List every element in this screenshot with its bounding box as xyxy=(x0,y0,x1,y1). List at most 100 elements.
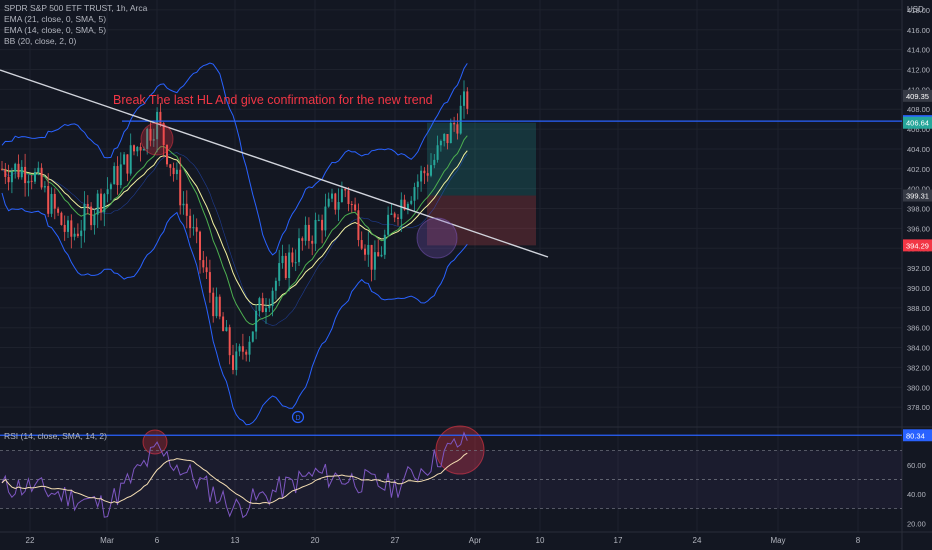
candle-body xyxy=(86,203,89,207)
candle-body xyxy=(430,165,432,176)
candle-body xyxy=(166,145,168,165)
candle-body xyxy=(337,202,340,210)
candle-body xyxy=(255,310,258,332)
time-tick-label: 27 xyxy=(391,536,400,545)
bb-lower-band xyxy=(1,192,468,426)
candle-body xyxy=(449,123,452,144)
price-tick-label: 392.00 xyxy=(907,264,930,273)
candle-body xyxy=(261,298,264,313)
candle-body xyxy=(456,124,459,134)
rsi-tick-label: 60.00 xyxy=(907,461,926,470)
candle-body xyxy=(347,190,350,205)
price-tag xyxy=(903,89,932,102)
candle-body xyxy=(354,204,357,211)
candle-body xyxy=(126,154,129,174)
candle-body xyxy=(119,164,122,186)
candle-body xyxy=(406,203,409,210)
candle-body xyxy=(24,166,27,184)
candle-body xyxy=(205,267,208,273)
time-tick-label: 17 xyxy=(614,536,623,545)
highlight-circle-rsi-high[interactable] xyxy=(142,429,168,455)
time-axis-ticks: 22 Mar 6 13 20 27 Apr 10 17 24 May 8 xyxy=(26,536,861,545)
candle-body xyxy=(284,255,287,279)
highlight-circle-rsi-current[interactable] xyxy=(435,425,485,475)
candle-body xyxy=(298,238,300,263)
highlight-circle-price-high[interactable] xyxy=(140,122,174,156)
candle-body xyxy=(350,204,353,206)
time-tick-label: Apr xyxy=(469,536,482,545)
highlight-circle-price-low[interactable] xyxy=(416,217,458,259)
candle-body xyxy=(113,166,116,185)
candle-body xyxy=(222,316,225,332)
candle-body xyxy=(403,199,406,210)
candle-body xyxy=(377,252,380,257)
candle-body xyxy=(142,148,145,151)
candle-body xyxy=(466,91,469,109)
candle-body xyxy=(90,206,93,226)
candle-body xyxy=(433,159,436,166)
candle-body xyxy=(182,203,185,206)
candle-body xyxy=(100,193,102,213)
candle-body xyxy=(20,166,23,178)
candle-body xyxy=(43,186,46,188)
candle-body xyxy=(274,280,277,291)
bb-basis xyxy=(1,152,468,326)
time-tick-label: 20 xyxy=(311,536,320,545)
candle-body xyxy=(179,169,182,206)
candle-body xyxy=(390,213,393,215)
rsi-tag-label: 80.34 xyxy=(906,431,925,440)
candle-body xyxy=(159,111,162,124)
price-tick-label: 404.00 xyxy=(907,145,930,154)
candlestick-series xyxy=(1,80,469,376)
long-position-box[interactable] xyxy=(427,122,536,246)
candle-body xyxy=(281,255,284,264)
price-tick-label: 412.00 xyxy=(907,66,930,75)
time-tick-label: 10 xyxy=(536,536,545,545)
candle-body xyxy=(30,180,33,182)
candle-body xyxy=(373,252,376,270)
price-tick-label: 416.00 xyxy=(907,26,930,35)
candle-body xyxy=(268,306,271,309)
candle-body xyxy=(83,203,86,231)
candle-body xyxy=(1,168,3,170)
candle-body xyxy=(63,224,66,232)
candle-body xyxy=(383,234,386,255)
candle-body xyxy=(139,146,142,151)
candle-body xyxy=(156,111,159,140)
candle-body xyxy=(218,296,221,317)
trendline[interactable] xyxy=(0,69,549,258)
candle-body xyxy=(34,172,36,182)
candle-body xyxy=(311,240,314,244)
candle-body xyxy=(334,193,337,210)
candle-body xyxy=(459,105,462,134)
indicator-ema-21[interactable]: EMA (21, close, 0, SMA, 5) xyxy=(4,14,107,24)
candle-body xyxy=(304,224,307,241)
dividend-icon[interactable] xyxy=(291,410,305,424)
candle-body xyxy=(291,252,294,263)
candle-body xyxy=(387,214,390,235)
indicator-ema-14[interactable]: EMA (14, close, 0, SMA, 5) xyxy=(4,25,107,35)
symbol-title[interactable]: SPDR S&P 500 ETF TRUST, 1h, Arca xyxy=(4,3,148,13)
indicator-bb[interactable]: BB (20, close, 2, 0) xyxy=(4,36,77,46)
candle-body xyxy=(14,163,17,172)
candle-body xyxy=(436,145,439,160)
candle-body xyxy=(364,248,366,255)
candle-body xyxy=(380,254,383,257)
price-tick-label: 406.00 xyxy=(907,125,930,134)
rsi-legend[interactable]: RSI (14, close, SMA, 14, 2) xyxy=(4,431,107,441)
candle-body xyxy=(136,146,139,152)
annotation-text[interactable]: Break The last HL And give confirmation … xyxy=(113,93,433,107)
candle-body xyxy=(317,219,320,221)
candle-body xyxy=(439,140,442,146)
time-tick-label: 8 xyxy=(856,536,861,545)
candle-body xyxy=(50,193,53,214)
candle-body xyxy=(37,167,40,173)
currency-label: USD xyxy=(907,5,924,14)
price-tick-label: 382.00 xyxy=(907,363,930,372)
candle-body xyxy=(80,230,83,237)
price-tag-label: 399.31 xyxy=(906,192,929,201)
candle-body xyxy=(133,145,135,152)
candle-body xyxy=(265,308,267,313)
rsi-axis-ticks: 20.00 40.00 60.00 xyxy=(907,461,926,528)
